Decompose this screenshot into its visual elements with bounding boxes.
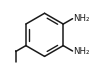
Text: NH₂: NH₂ <box>73 14 89 23</box>
Text: NH₂: NH₂ <box>73 47 89 55</box>
